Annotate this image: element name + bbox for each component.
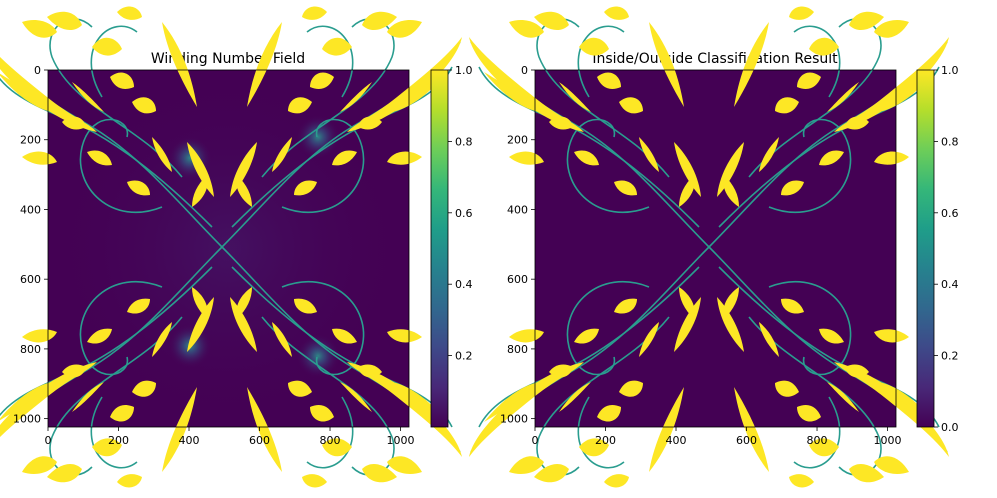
x-tick-label: 400 <box>666 434 687 447</box>
y-tick-label: 0 <box>34 64 41 77</box>
colorbar-tick-label: 0.8 <box>941 135 959 148</box>
colorbar-tick-label: 0.6 <box>941 207 959 220</box>
colorbar-tick-label: 1.0 <box>455 64 473 77</box>
right-colorbar <box>916 69 935 428</box>
x-tick-label: 600 <box>736 434 757 447</box>
x-tick-label: 1000 <box>874 434 902 447</box>
right-chart: Inside/Outside Classification Result 0 20… <box>468 5 959 489</box>
colorbar-tick-label: 0.2 <box>941 350 959 363</box>
x-tick-label: 400 <box>179 434 200 447</box>
y-tick-label: 200 <box>20 134 41 147</box>
y-tick-label: 400 <box>20 203 41 216</box>
y-tick-label: 0 <box>521 64 528 77</box>
y-tick-label: 600 <box>20 273 41 286</box>
right-heatmap-image <box>468 5 950 489</box>
y-tick-label: 800 <box>507 343 528 356</box>
x-tick-label: 200 <box>595 434 616 447</box>
y-tick-label: 1000 <box>500 413 528 426</box>
left-colorbar-ticks: 0.2 0.4 0.6 0.8 1.0 <box>448 64 473 363</box>
y-tick-label: 800 <box>20 343 41 356</box>
x-tick-label: 1000 <box>387 434 415 447</box>
left-chart: Winding Number Field 0 200 400 600 800 1000 0… <box>0 5 473 489</box>
x-tick-label: 800 <box>320 434 341 447</box>
left-axes-frame <box>47 69 410 428</box>
x-tick-label: 0 <box>45 434 52 447</box>
x-tick-label: 0 <box>532 434 539 447</box>
colorbar-tick-label: 0.4 <box>455 278 473 291</box>
left-x-axis: 0 200 400 600 800 1000 <box>45 427 415 447</box>
y-tick-label: 1000 <box>13 413 41 426</box>
right-axes-frame <box>534 69 897 428</box>
left-y-axis: 0 200 400 600 800 1000 <box>13 64 48 426</box>
y-tick-label: 200 <box>507 134 528 147</box>
colorbar-tick-label: 1.0 <box>941 64 959 77</box>
right-x-axis: 0 200 400 600 800 1000 <box>532 427 902 447</box>
x-tick-label: 600 <box>249 434 270 447</box>
right-chart-title: Inside/Outside Classification Result <box>592 51 838 67</box>
colorbar-tick-label: 0.6 <box>455 207 473 220</box>
x-tick-label: 800 <box>807 434 828 447</box>
right-y-axis: 0 200 400 600 800 1000 <box>500 64 535 426</box>
colorbar-tick-label: 0.0 <box>941 421 959 434</box>
colorbar-tick-label: 0.8 <box>455 135 473 148</box>
x-tick-label: 200 <box>108 434 129 447</box>
colorbar-tick-label: 0.2 <box>455 350 473 363</box>
y-tick-label: 400 <box>507 203 528 216</box>
left-heatmap-image <box>0 5 463 489</box>
right-colorbar-ticks: 0.0 0.2 0.4 0.6 0.8 1.0 <box>934 64 959 434</box>
y-tick-label: 600 <box>507 273 528 286</box>
left-colorbar <box>430 69 449 428</box>
colorbar-tick-label: 0.4 <box>941 278 959 291</box>
